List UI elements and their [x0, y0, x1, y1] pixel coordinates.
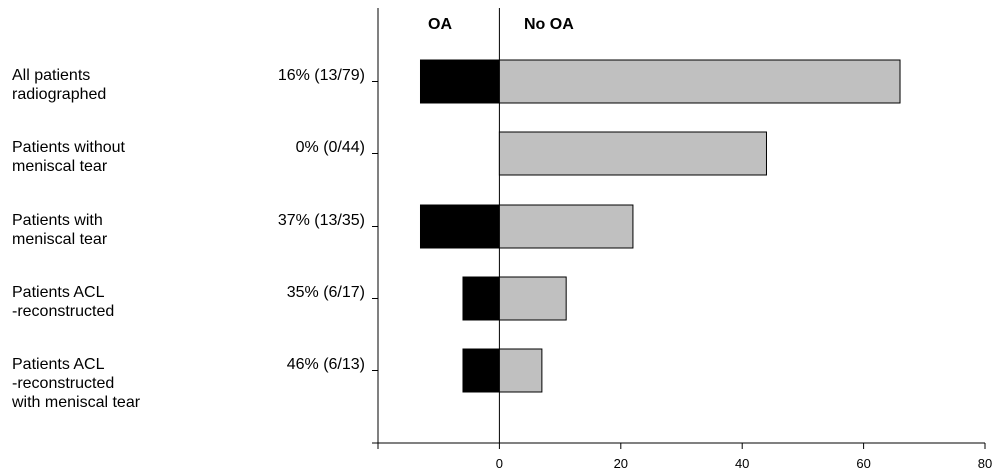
x-tick-label: 20 [614, 456, 628, 471]
category-label-all-patients: All patients radiographed [12, 67, 107, 103]
percent-label-with-meniscal-tear: 37% (13/35) [277, 212, 365, 229]
percent-label-all-patients: 16% (13/79) [277, 67, 365, 84]
x-tick-label: 60 [856, 456, 870, 471]
percent-label-acl-reconstructed: 35% (6/17) [286, 284, 365, 301]
category-label-with-meniscal-tear: Patients with meniscal tear [12, 212, 108, 248]
percent-label-without-meniscal-tear: 0% (0/44) [295, 139, 365, 156]
bar-no-oa [498, 131, 767, 176]
bar-no-oa [498, 204, 634, 249]
header-no-oa: No OA [524, 16, 574, 33]
x-tick-label: 80 [978, 456, 992, 471]
bar-no-oa [498, 276, 567, 321]
bar-oa [419, 59, 500, 104]
x-tick-label: 40 [735, 456, 749, 471]
bar-no-oa [498, 59, 901, 104]
bar-oa [419, 204, 500, 249]
category-label-acl-reconstructed: Patients ACL -reconstructed [12, 284, 115, 320]
bar-no-oa [498, 348, 543, 393]
header-oa: OA [428, 16, 452, 33]
percent-label-acl-reconstructed-meniscal-tear: 46% (6/13) [286, 356, 365, 373]
category-label-without-meniscal-tear: Patients without meniscal tear [12, 139, 125, 175]
bar-oa [462, 348, 500, 393]
category-label-acl-reconstructed-meniscal-tear: Patients ACL -reconstructed with menisca… [12, 356, 141, 411]
x-tick-label: 0 [496, 456, 503, 471]
bar-oa [462, 276, 500, 321]
